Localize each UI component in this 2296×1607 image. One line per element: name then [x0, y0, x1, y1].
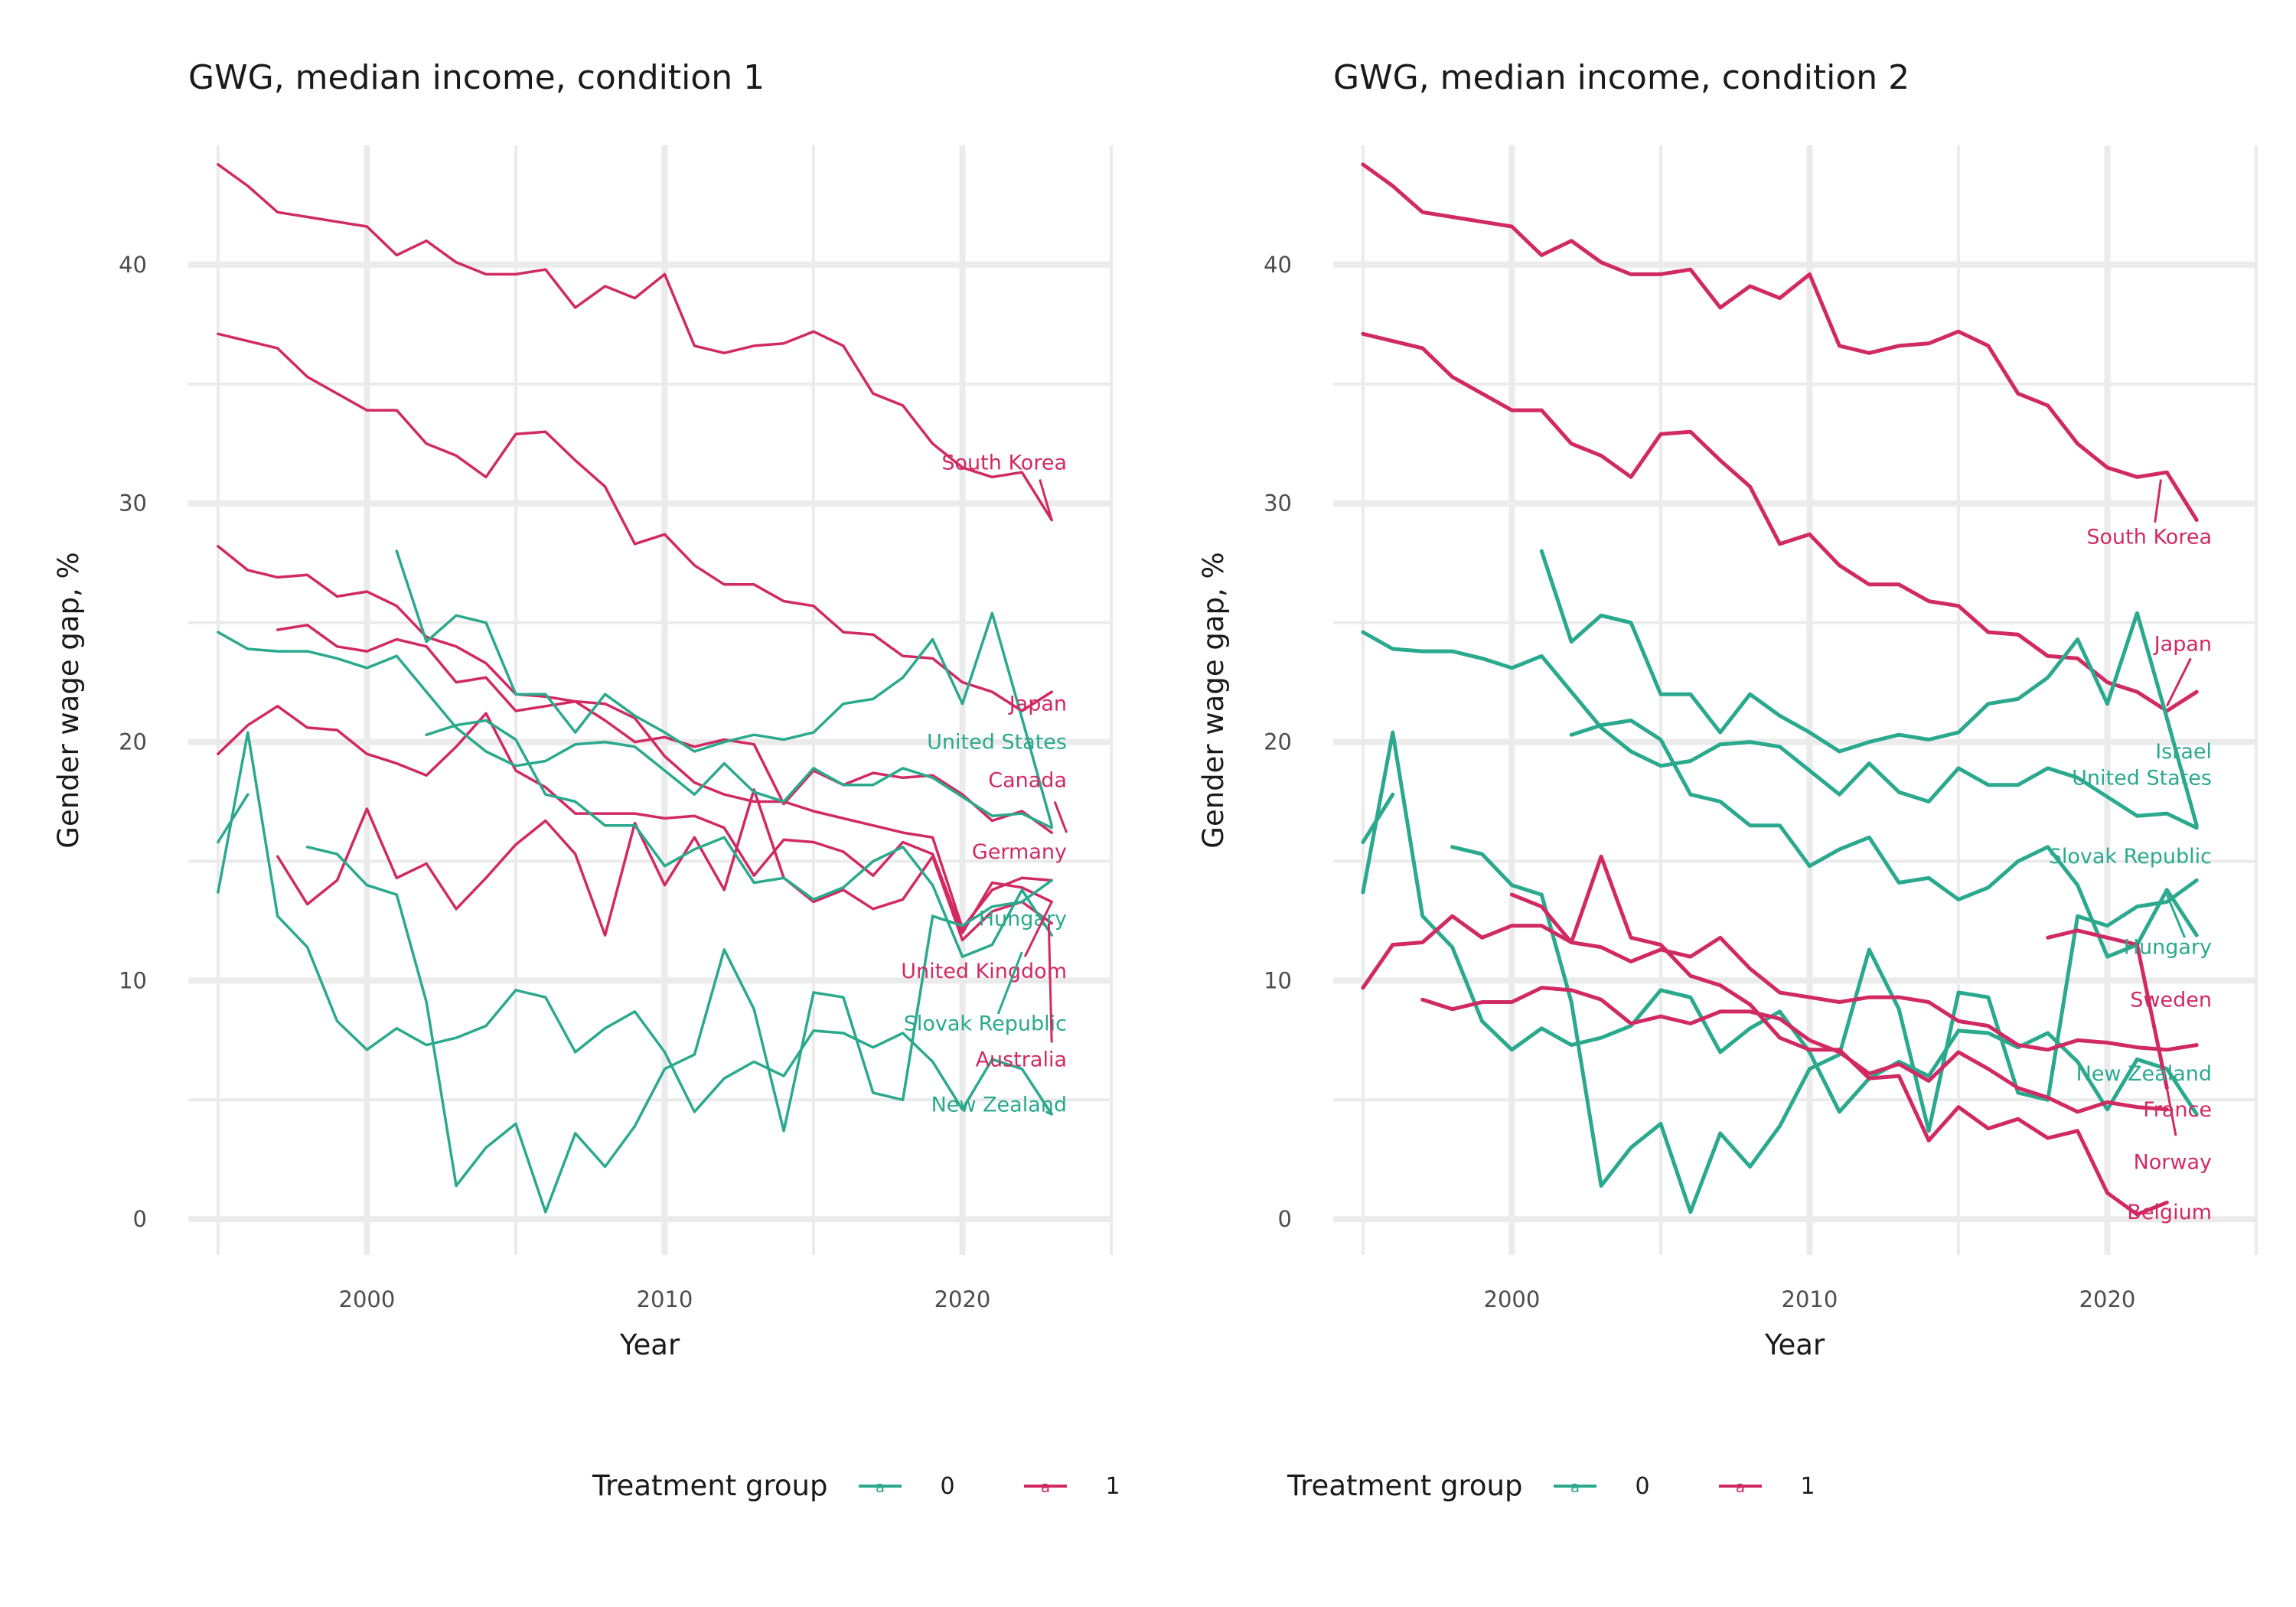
series-label-united-kingdom: United Kingdom [901, 960, 1067, 983]
series-line-japan [217, 332, 1053, 712]
series-line-south-korea [217, 163, 1053, 522]
series-line-france [1420, 986, 2169, 1114]
series-line-hungary [1569, 719, 2199, 959]
series-label-south-korea: South Korea [2086, 525, 2212, 549]
series-label-australia: Australia [976, 1048, 1067, 1071]
series-line-united-states [1361, 630, 2199, 830]
series-line-israel [395, 549, 1053, 827]
x-axis-title: Year [619, 1328, 680, 1361]
series-line-sweden [1361, 914, 2199, 1052]
chart-title: GWG, median income, condition 1 [188, 58, 765, 97]
chart-title: GWG, median income, condition 2 [1333, 58, 1910, 97]
series-label-new-zealand: New Zealand [2076, 1062, 2212, 1086]
x-tick-label: 2020 [934, 1286, 991, 1312]
label-leader-south-korea [2154, 479, 2162, 523]
series-line-united-kingdom [217, 705, 1053, 934]
y-tick-label: 20 [1264, 729, 1292, 755]
y-tick-label: 30 [1264, 491, 1292, 517]
series-label-japan: Japan [2153, 633, 2212, 657]
y-tick-label: 10 [1264, 967, 1292, 993]
series-line-south-korea [1361, 162, 2199, 523]
series-line-united-states [217, 631, 1053, 830]
series-line-slovak-republic [305, 846, 1053, 1214]
x-tick-label: 2020 [2079, 1286, 2136, 1312]
legend-label-1: 1 [1105, 1473, 1120, 1500]
y-axis-title: Gender wage gap, % [1197, 552, 1230, 848]
y-axis-title: Gender wage gap, % [52, 552, 85, 848]
legend-key-glyph: a [1736, 1478, 1745, 1496]
series-line-canada [276, 624, 1053, 834]
legend-label-0: 0 [940, 1473, 954, 1500]
series-label-new-zealand: New Zealand [931, 1094, 1067, 1117]
series-label-slovak-republic: Slovak Republic [904, 1012, 1067, 1036]
series-label-france: France [2143, 1098, 2212, 1122]
legend: Treatment group a 0 a 1 [1287, 1469, 1815, 1502]
label-leader-slovak-republic [996, 951, 1023, 1015]
series-line-new-zealand [1361, 730, 2199, 1116]
legend-key-glyph: a [1570, 1478, 1580, 1496]
series-line-unnamed [1361, 792, 1395, 844]
label-leader-norway [2165, 1087, 2177, 1136]
label-leader-canada [1053, 800, 1068, 833]
y-tick-label: 40 [119, 252, 147, 278]
y-tick-label: 0 [1278, 1206, 1292, 1232]
series-label-norway: Norway [2134, 1150, 2212, 1174]
series-line-japan [1361, 331, 2199, 713]
x-axis-title: Year [1764, 1328, 1825, 1361]
legend-label-0: 0 [1635, 1473, 1649, 1500]
y-tick-label: 30 [119, 491, 147, 517]
legend-key-glyph: a [1041, 1478, 1050, 1496]
label-leader-united-kingdom [1023, 901, 1053, 957]
y-tick-label: 40 [1264, 252, 1292, 278]
series-line-israel [1539, 549, 2199, 828]
label-leader-hungary [2165, 894, 2187, 938]
series-label-canada: Canada [988, 768, 1067, 792]
series-line-unnamed [217, 793, 249, 844]
legend-title: Treatment group [1287, 1469, 1523, 1502]
series-label-sweden: Sweden [2130, 988, 2212, 1012]
legend: Treatment group a 0 a 1 [592, 1469, 1120, 1502]
legend-label-1: 1 [1800, 1473, 1815, 1500]
legend-title: Treatment group [592, 1469, 828, 1502]
series-label-slovak-republic: Slovak Republic [2049, 845, 2212, 869]
x-tick-label: 2000 [1484, 1286, 1541, 1312]
series-label-israel: Israel [2155, 740, 2212, 764]
series-line-slovak-republic [1450, 845, 2199, 1214]
series-label-south-korea: South Korea [941, 451, 1067, 475]
series-label-germany: Germany [972, 840, 1067, 864]
label-leader-new-zealand [1045, 1110, 1052, 1116]
label-leader-south-korea [1039, 479, 1053, 520]
y-tick-label: 10 [119, 967, 147, 993]
series-label-japan: Japan [1008, 693, 1067, 716]
x-tick-label: 2010 [1782, 1286, 1838, 1312]
x-tick-label: 2010 [637, 1286, 693, 1312]
label-leader-japan [2165, 657, 2192, 707]
label-leader-australia [1047, 923, 1053, 1043]
series-label-united-states: United States [927, 731, 1067, 755]
series-label-hungary: Hungary [2124, 936, 2212, 960]
series-label-belgium: Belgium [2127, 1201, 2212, 1224]
series-line-new-zealand [217, 731, 1053, 1116]
series-line-belgium [2046, 928, 2169, 1090]
series-line-norway [1509, 854, 2169, 1217]
series-label-united-states: United States [2072, 766, 2212, 790]
series-label-hungary: Hungary [979, 907, 1067, 931]
legend-key-glyph: a [876, 1478, 885, 1496]
y-tick-label: 0 [133, 1206, 147, 1232]
x-tick-label: 2000 [339, 1286, 396, 1312]
y-tick-label: 20 [119, 729, 147, 755]
series-line-germany [217, 545, 1053, 930]
